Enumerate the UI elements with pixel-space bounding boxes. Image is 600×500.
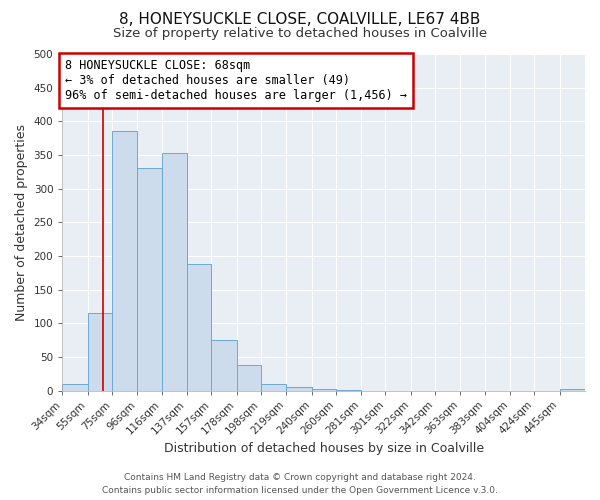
Bar <box>286 387 311 390</box>
Bar <box>261 384 286 390</box>
Bar <box>560 389 585 390</box>
Text: Contains HM Land Registry data © Crown copyright and database right 2024.
Contai: Contains HM Land Registry data © Crown c… <box>102 473 498 495</box>
Bar <box>88 313 112 390</box>
Bar <box>211 340 236 390</box>
Text: 8 HONEYSUCKLE CLOSE: 68sqm
← 3% of detached houses are smaller (49)
96% of semi-: 8 HONEYSUCKLE CLOSE: 68sqm ← 3% of detac… <box>65 59 407 102</box>
X-axis label: Distribution of detached houses by size in Coalville: Distribution of detached houses by size … <box>164 442 484 455</box>
Y-axis label: Number of detached properties: Number of detached properties <box>15 124 28 321</box>
Text: 8, HONEYSUCKLE CLOSE, COALVILLE, LE67 4BB: 8, HONEYSUCKLE CLOSE, COALVILLE, LE67 4B… <box>119 12 481 28</box>
Bar <box>311 389 336 390</box>
Text: Size of property relative to detached houses in Coalville: Size of property relative to detached ho… <box>113 28 487 40</box>
Bar <box>236 365 261 390</box>
Bar <box>137 168 161 390</box>
Bar <box>187 264 211 390</box>
Bar <box>62 384 88 390</box>
Bar <box>161 153 187 390</box>
Bar <box>112 132 137 390</box>
